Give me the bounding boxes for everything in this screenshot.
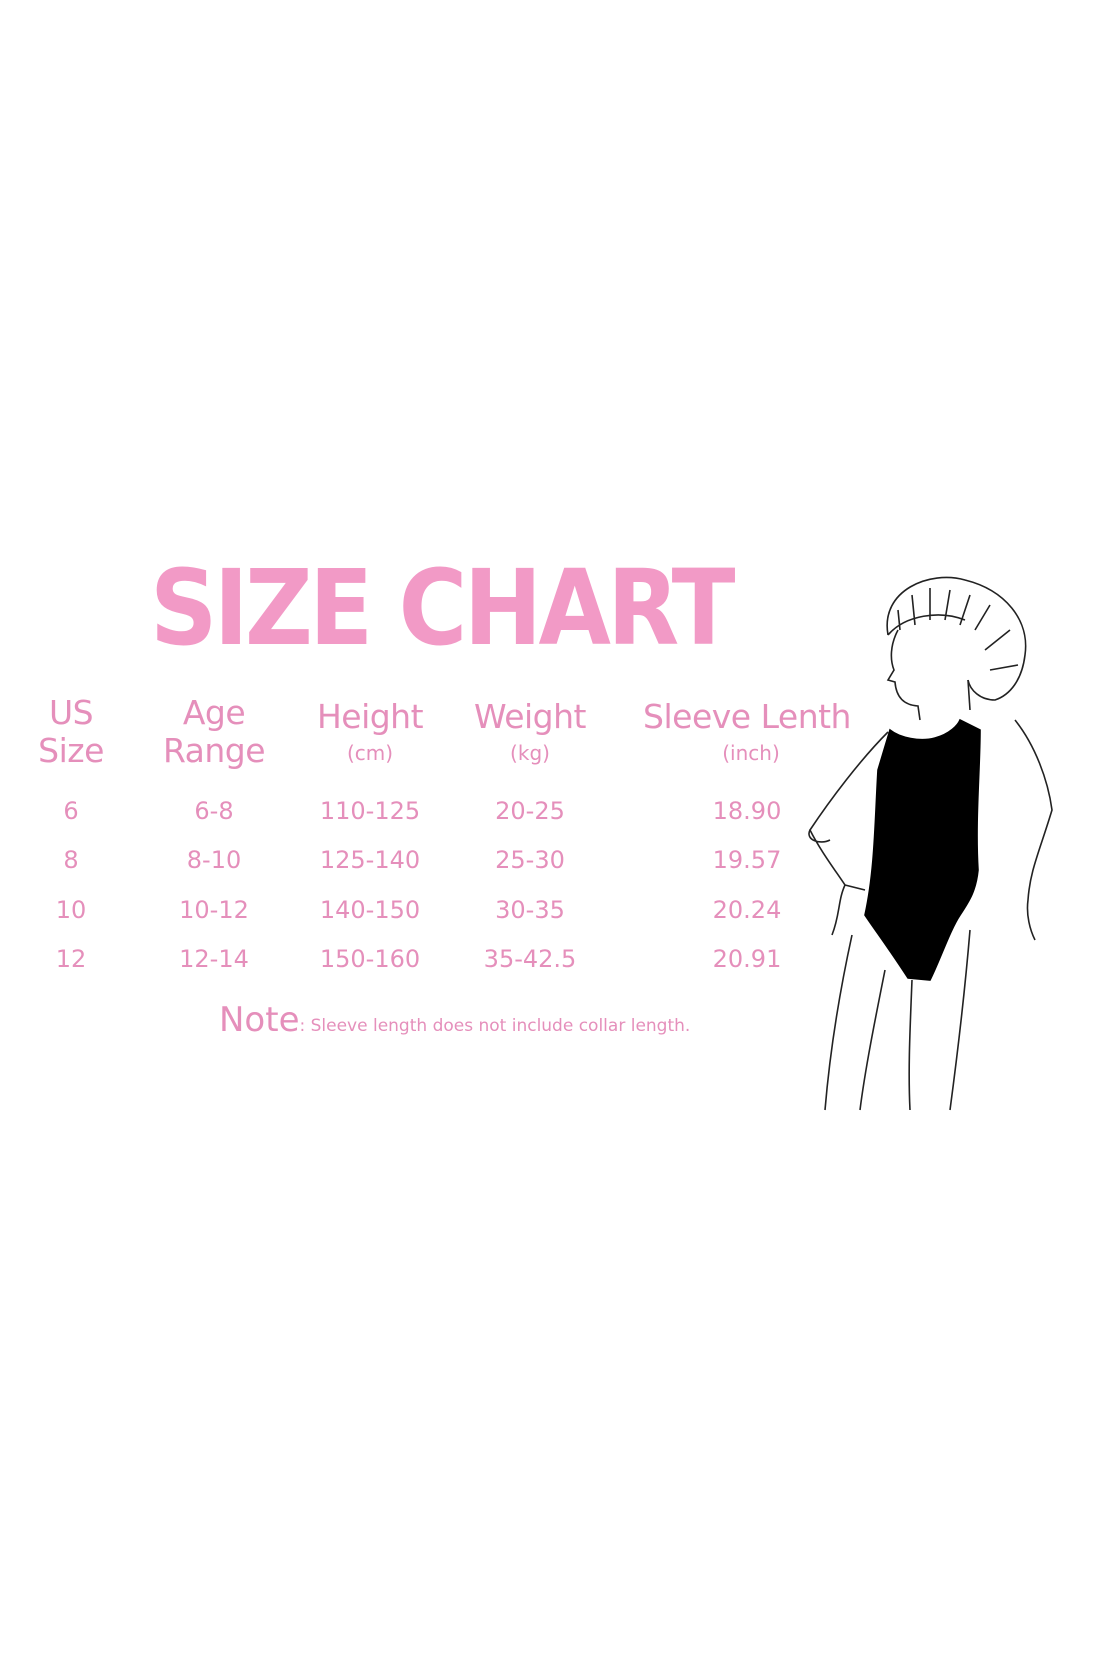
- header-height-unit: (cm): [346, 741, 394, 765]
- header-weight: Weight: [474, 697, 586, 736]
- table-cell: 30-35: [495, 896, 565, 924]
- table-cell: 19.57: [712, 846, 782, 874]
- note: Note: Sleeve length does not include col…: [219, 1000, 690, 1040]
- table-cell: 25-30: [495, 846, 565, 874]
- note-text: : Sleeve length does not include collar …: [299, 1016, 691, 1036]
- header-sleeve-length: Sleeve Lenth: [643, 697, 851, 736]
- table-cell: 12: [55, 945, 87, 973]
- header-height: Height: [316, 697, 424, 736]
- table-cell: 10: [55, 896, 87, 924]
- header-line: Range: [162, 731, 266, 770]
- table-cell: 6-8: [194, 797, 234, 825]
- table-cell: 20.24: [712, 896, 782, 924]
- header-line: Size: [38, 731, 104, 770]
- table-cell: 140-150: [319, 896, 421, 924]
- table-cell: 35-42.5: [483, 945, 577, 973]
- table-cell: 110-125: [319, 797, 421, 825]
- table-cell: 6: [63, 797, 79, 825]
- header-weight-unit: (kg): [510, 741, 550, 765]
- header-age-range: Age Range: [162, 693, 266, 770]
- table-cell: 8: [63, 846, 79, 874]
- table-cell: 10-12: [179, 896, 249, 924]
- note-label: Note: [219, 1000, 300, 1040]
- table-cell: 20-25: [495, 797, 565, 825]
- header-sleeve-unit: (inch): [722, 741, 780, 765]
- table-cell: 18.90: [712, 797, 782, 825]
- header-us-size: US Size: [38, 694, 104, 770]
- girl-in-leotard-illustration: [808, 576, 1053, 1111]
- table-cell: 125-140: [319, 846, 421, 874]
- table-cell: 150-160: [319, 945, 421, 973]
- table-cell: 12-14: [179, 945, 249, 973]
- header-line: Age: [182, 693, 246, 732]
- header-line: US: [48, 693, 94, 732]
- leotard: [864, 718, 981, 981]
- table-cell: 20.91: [712, 945, 782, 973]
- size-chart-title: SIZE CHART: [150, 547, 735, 669]
- table-cell: 8-10: [186, 846, 242, 874]
